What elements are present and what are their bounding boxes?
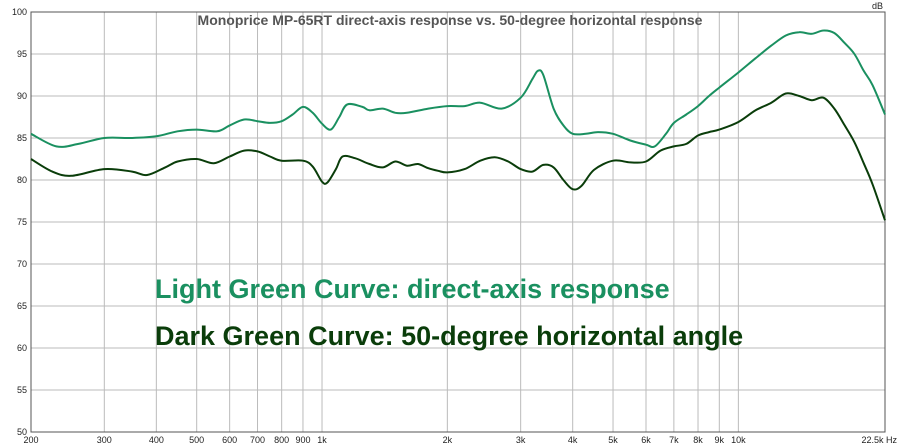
x-tick-label: 5k	[608, 435, 618, 445]
y-tick-label: 95	[17, 49, 27, 59]
x-tick-label: 400	[149, 435, 164, 445]
series-line-50-degree	[30, 92, 886, 221]
x-tick-label: 200	[23, 435, 38, 445]
y-tick-label: 65	[17, 301, 27, 311]
y-tick-label: 55	[17, 385, 27, 395]
annotation-direct-axis: Light Green Curve: direct-axis response	[155, 274, 670, 304]
x-tick-label: 900	[295, 435, 310, 445]
annotation-50-degree: Dark Green Curve: 50-degree horizontal a…	[155, 321, 743, 351]
x-tick-label: 800	[274, 435, 289, 445]
x-tick-label: 8k	[693, 435, 703, 445]
x-tick-label: 3k	[516, 435, 526, 445]
y-tick-label: 100	[12, 7, 27, 17]
y-tick-label: 90	[17, 91, 27, 101]
x-tick-label: 700	[250, 435, 265, 445]
x-tick-label: 600	[222, 435, 237, 445]
x-axis-tick-labels: 200 300 400 500 600 700 800 900 1k 2k 3k 4k 5k 6k 7k 8k…	[23, 435, 897, 445]
chart-title: Monoprice MP-65RT direct-axis response v…	[198, 12, 703, 28]
x-tick-label: 4k	[568, 435, 578, 445]
x-tick-label: 22.5k Hz	[861, 435, 897, 445]
x-tick-label: 500	[189, 435, 204, 445]
grid	[31, 12, 885, 432]
x-tick-label: 300	[97, 435, 112, 445]
y-tick-label: 60	[17, 343, 27, 353]
plot-frame	[30, 11, 886, 433]
series-lines	[30, 29, 886, 221]
x-tick-label: 2k	[443, 435, 453, 445]
y-axis-label: dB	[872, 1, 883, 11]
y-tick-label: 70	[17, 259, 27, 269]
annotations: Light Green Curve: direct-axis response …	[155, 274, 743, 351]
y-tick-label: 50	[17, 427, 27, 437]
series-line-direct-axis	[30, 29, 886, 149]
x-tick-label: 10k	[731, 435, 746, 445]
x-tick-label: 1k	[317, 435, 327, 445]
y-tick-label: 75	[17, 217, 27, 227]
x-tick-label: 6k	[641, 435, 651, 445]
y-tick-label: 80	[17, 175, 27, 185]
y-tick-label: 85	[17, 133, 27, 143]
x-tick-label: 7k	[669, 435, 679, 445]
x-tick-label: 9k	[715, 435, 725, 445]
y-axis-tick-labels: 50 55 60 65 70 75 80 85 90 95 100	[12, 7, 27, 437]
